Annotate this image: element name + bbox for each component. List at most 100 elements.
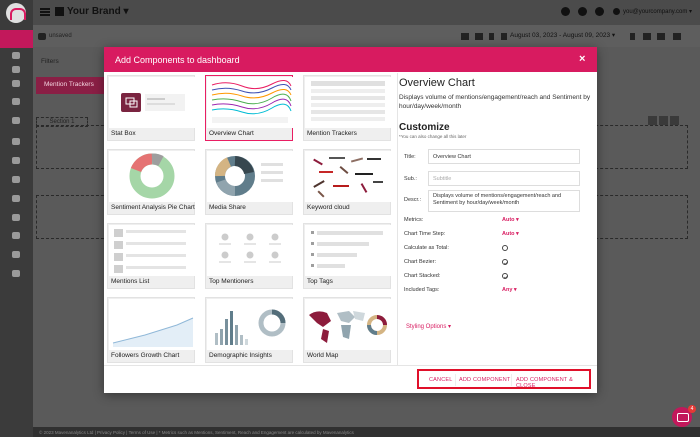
component-card-media-share[interactable]: Media Share bbox=[205, 149, 293, 215]
send-icon[interactable] bbox=[12, 214, 20, 221]
stat-box-preview bbox=[121, 93, 185, 112]
chevron-right-icon[interactable] bbox=[630, 33, 635, 40]
add-component-button[interactable]: ADD COMPONENT bbox=[459, 377, 511, 383]
keyword-cloud-thumbnail bbox=[305, 151, 391, 202]
more-icon[interactable] bbox=[673, 33, 681, 40]
gear-icon[interactable] bbox=[12, 251, 20, 258]
title-input[interactable]: Overview Chart bbox=[428, 149, 580, 164]
top-bar: Your Brand ▾ you@yourcompany.com ▾ bbox=[33, 0, 700, 25]
check-icon bbox=[504, 261, 509, 265]
document-icon[interactable] bbox=[12, 117, 20, 124]
component-card-keyword-cloud[interactable]: Keyword cloud bbox=[303, 149, 391, 215]
hamburger-icon[interactable] bbox=[40, 8, 50, 16]
component-card-followers-growth[interactable]: Followers Growth Chart bbox=[107, 297, 195, 363]
card-label: Demographic Insights bbox=[209, 352, 272, 359]
calendar-icon[interactable] bbox=[501, 33, 507, 40]
sentiment-pie-preview bbox=[129, 153, 175, 199]
chat-icon[interactable] bbox=[12, 98, 20, 105]
metrics-select[interactable]: Auto ▾ bbox=[502, 217, 519, 223]
brand-icon bbox=[55, 7, 64, 16]
component-card-world-map[interactable]: World Map bbox=[303, 297, 391, 363]
component-grid: Stat Box Overview Chart bbox=[107, 75, 393, 365]
support-chat-button[interactable] bbox=[672, 407, 692, 427]
bar-chart-icon[interactable] bbox=[12, 138, 20, 145]
component-card-sentiment-pie[interactable]: Sentiment Analysis Pie Chart bbox=[107, 149, 195, 215]
grid-icon[interactable] bbox=[561, 7, 570, 16]
component-card-mention-trackers[interactable]: Mention Trackers bbox=[303, 75, 391, 141]
card-label: Media Share bbox=[209, 204, 246, 211]
delete-icon[interactable] bbox=[670, 116, 679, 125]
subtitle-field-label: Sub.: bbox=[404, 176, 417, 182]
section-controls bbox=[646, 116, 679, 127]
card-label: Stat Box bbox=[111, 130, 136, 137]
top-mentioners-preview bbox=[219, 233, 281, 263]
users-icon[interactable] bbox=[12, 157, 20, 164]
world-map-preview bbox=[309, 311, 387, 343]
arrow-up-icon[interactable] bbox=[648, 116, 657, 125]
nav-dot-icon[interactable] bbox=[12, 80, 20, 87]
app-logo[interactable] bbox=[6, 3, 26, 23]
card-label: Keyword cloud bbox=[307, 204, 350, 211]
media-share-thumbnail bbox=[207, 151, 293, 202]
overview-chart-thumbnail bbox=[207, 77, 293, 128]
nav-dot-icon[interactable] bbox=[12, 66, 20, 73]
eye-icon[interactable] bbox=[643, 33, 651, 40]
chart-stacked-checkbox[interactable] bbox=[502, 273, 509, 279]
styling-options-toggle[interactable]: Styling Options ▾ bbox=[406, 324, 452, 330]
section-label[interactable]: Section 1 bbox=[36, 117, 88, 127]
subtitle-input[interactable]: Subtitle bbox=[428, 171, 580, 186]
button-divider bbox=[455, 374, 456, 386]
title-field-label: Title: bbox=[404, 154, 416, 160]
chart-time-step-select[interactable]: Auto ▾ bbox=[502, 231, 519, 237]
flame-icon[interactable] bbox=[12, 232, 20, 239]
card-label: World Map bbox=[307, 352, 339, 359]
tag-icon[interactable] bbox=[12, 176, 20, 183]
footer: © 2023 Mavenanalytics Ltd | Privacy Poli… bbox=[33, 427, 700, 437]
component-card-top-tags[interactable]: Top Tags bbox=[303, 223, 391, 289]
filters-button[interactable]: Filters bbox=[41, 58, 59, 65]
mention-trackers-thumbnail bbox=[305, 77, 391, 128]
chevron-left-icon[interactable] bbox=[489, 33, 494, 40]
chart-time-step-label: Chart Time Step: bbox=[404, 231, 446, 237]
sort-icon[interactable] bbox=[475, 33, 483, 40]
left-nav-rail bbox=[0, 0, 33, 437]
save-status: unsaved bbox=[49, 33, 72, 39]
close-icon[interactable]: × bbox=[579, 53, 586, 65]
component-card-top-mentioners[interactable]: Top Mentioners bbox=[205, 223, 293, 289]
button-divider bbox=[511, 374, 512, 386]
save-icon[interactable] bbox=[657, 33, 665, 40]
help-icon[interactable] bbox=[595, 7, 604, 16]
cancel-button[interactable]: CANCEL bbox=[429, 377, 453, 383]
arrow-down-icon[interactable] bbox=[659, 116, 668, 125]
mentions-list-preview bbox=[114, 229, 186, 273]
card-label: Top Mentioners bbox=[209, 278, 254, 285]
bell-icon[interactable] bbox=[578, 7, 587, 16]
chat-badge: 4 bbox=[688, 405, 696, 413]
top-tags-thumbnail bbox=[305, 225, 391, 276]
calculate-total-radio[interactable] bbox=[502, 245, 508, 251]
list-icon[interactable] bbox=[12, 270, 20, 277]
customize-heading: Customize bbox=[399, 122, 450, 133]
megaphone-icon[interactable] bbox=[12, 195, 20, 202]
nav-item-dashboard-active[interactable] bbox=[0, 30, 33, 48]
component-card-stat-box[interactable]: Stat Box bbox=[107, 75, 195, 141]
included-tags-select[interactable]: Any ▾ bbox=[502, 287, 517, 293]
brand-selector[interactable]: Your Brand ▾ bbox=[67, 6, 129, 17]
component-card-mentions-list[interactable]: Mentions List bbox=[107, 223, 195, 289]
description-field-label: Descr.: bbox=[404, 197, 422, 203]
date-range-picker[interactable]: August 03, 2023 - August 09, 2023 ▾ bbox=[510, 32, 616, 39]
add-component-close-button[interactable]: ADD COMPONENT & CLOSE bbox=[516, 377, 573, 389]
card-label: Mention Trackers bbox=[307, 130, 357, 137]
component-card-overview-chart[interactable]: Overview Chart bbox=[205, 75, 293, 141]
user-icon[interactable] bbox=[613, 8, 620, 15]
nav-dot-icon[interactable] bbox=[12, 52, 20, 59]
included-tags-label: Included Tags: bbox=[404, 287, 440, 293]
card-label: Followers Growth Chart bbox=[111, 352, 180, 359]
download-icon[interactable] bbox=[461, 33, 469, 40]
customize-note: *You can also change all this later bbox=[399, 134, 467, 139]
account-menu[interactable]: you@yourcompany.com ▾ bbox=[623, 9, 693, 15]
description-textarea[interactable]: Displays volume of mentions/engagement/r… bbox=[428, 190, 580, 212]
tab-mention-trackers[interactable]: Mention Trackers bbox=[36, 77, 106, 94]
chart-bezier-checkbox[interactable] bbox=[502, 259, 509, 265]
component-card-demographic-insights[interactable]: Demographic Insights bbox=[205, 297, 293, 363]
